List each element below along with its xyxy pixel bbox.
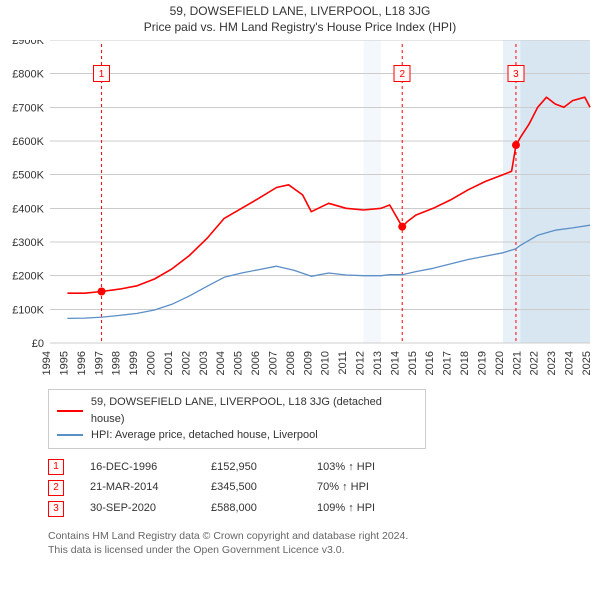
sale-price: £588,000 [211, 498, 291, 519]
sale-pct: 103% ↑ HPI [317, 457, 407, 478]
svg-text:1997: 1997 [93, 351, 105, 375]
sale-row: 2 21-MAR-2014 £345,500 70% ↑ HPI [48, 477, 600, 498]
legend-swatch [57, 410, 83, 412]
line-chart-svg: £0 £100K £200K £300K £400K £500K £600K £700K £80… [0, 40, 600, 385]
chart-area: £0 £100K £200K £300K £400K £500K £600K £700K £80… [0, 40, 600, 385]
svg-text:2: 2 [399, 69, 405, 80]
footnote: Contains HM Land Registry data © Crown c… [48, 529, 600, 557]
svg-text:2002: 2002 [180, 351, 192, 375]
sale-row: 3 30-SEP-2020 £588,000 109% ↑ HPI [48, 498, 600, 519]
svg-text:£700K: £700K [12, 102, 44, 114]
sale-marker-icon: 1 [48, 459, 64, 475]
svg-text:£200K: £200K [12, 271, 44, 283]
svg-text:2008: 2008 [285, 351, 297, 375]
svg-text:2016: 2016 [424, 351, 436, 375]
svg-text:2000: 2000 [146, 351, 158, 375]
svg-text:2007: 2007 [267, 351, 279, 375]
svg-text:2010: 2010 [320, 351, 332, 375]
sale-marker-icon: 2 [48, 480, 64, 496]
svg-text:£300K: £300K [12, 237, 44, 249]
svg-text:2009: 2009 [302, 351, 314, 375]
legend-label: 59, DOWSEFIELD LANE, LIVERPOOL, L18 3JG … [91, 394, 417, 427]
legend-label: HPI: Average price, detached house, Live… [91, 427, 318, 444]
svg-text:£0: £0 [32, 338, 44, 350]
footnote-line1: Contains HM Land Registry data © Crown c… [48, 529, 600, 543]
chart-title: 59, DOWSEFIELD LANE, LIVERPOOL, L18 3JG [0, 4, 600, 18]
sales-table: 1 16-DEC-1996 £152,950 103% ↑ HPI 2 21-MAR-20… [48, 457, 600, 520]
svg-text:£800K: £800K [12, 69, 44, 81]
svg-text:2012: 2012 [355, 351, 367, 375]
svg-text:1996: 1996 [76, 351, 88, 375]
svg-text:2019: 2019 [476, 351, 488, 375]
svg-text:2001: 2001 [163, 351, 175, 375]
svg-text:£900K: £900K [12, 40, 44, 47]
svg-text:2006: 2006 [250, 351, 262, 375]
svg-text:3: 3 [513, 69, 519, 80]
svg-text:£600K: £600K [12, 136, 44, 148]
svg-text:2023: 2023 [546, 351, 558, 375]
svg-text:2004: 2004 [215, 351, 227, 375]
legend-swatch [57, 434, 83, 436]
legend-row: HPI: Average price, detached house, Live… [57, 427, 417, 444]
svg-text:2017: 2017 [442, 351, 454, 375]
svg-text:2020: 2020 [494, 351, 506, 375]
sale-marker-icon: 3 [48, 501, 64, 517]
svg-text:2005: 2005 [233, 351, 245, 375]
legend-box: 59, DOWSEFIELD LANE, LIVERPOOL, L18 3JG … [48, 389, 426, 449]
svg-text:2018: 2018 [459, 351, 471, 375]
svg-text:£100K: £100K [12, 304, 44, 316]
svg-text:2025: 2025 [581, 351, 593, 375]
sale-row: 1 16-DEC-1996 £152,950 103% ↑ HPI [48, 457, 600, 478]
svg-text:2015: 2015 [407, 351, 419, 375]
svg-text:£500K: £500K [12, 170, 44, 182]
chart-header: 59, DOWSEFIELD LANE, LIVERPOOL, L18 3JG … [0, 0, 600, 34]
chart-subtitle: Price paid vs. HM Land Registry's House … [0, 20, 600, 34]
sale-price: £345,500 [211, 477, 291, 498]
svg-text:1994: 1994 [41, 351, 53, 375]
legend-row: 59, DOWSEFIELD LANE, LIVERPOOL, L18 3JG … [57, 394, 417, 427]
svg-text:1998: 1998 [111, 351, 123, 375]
svg-text:2003: 2003 [198, 351, 210, 375]
footnote-line2: This data is licensed under the Open Gov… [48, 543, 600, 557]
sale-date: 30-SEP-2020 [90, 498, 185, 519]
svg-text:1995: 1995 [58, 351, 70, 375]
svg-text:2021: 2021 [511, 351, 523, 375]
svg-text:2013: 2013 [372, 351, 384, 375]
svg-text:2014: 2014 [389, 351, 401, 375]
svg-text:£400K: £400K [12, 203, 44, 215]
svg-text:1999: 1999 [128, 351, 140, 375]
sale-date: 16-DEC-1996 [90, 457, 185, 478]
svg-text:2024: 2024 [564, 351, 576, 375]
svg-text:2011: 2011 [337, 351, 349, 375]
svg-text:1: 1 [99, 69, 105, 80]
sale-price: £152,950 [211, 457, 291, 478]
sale-pct: 70% ↑ HPI [317, 477, 407, 498]
sale-pct: 109% ↑ HPI [317, 498, 407, 519]
svg-text:2022: 2022 [529, 351, 541, 375]
sale-date: 21-MAR-2014 [90, 477, 185, 498]
